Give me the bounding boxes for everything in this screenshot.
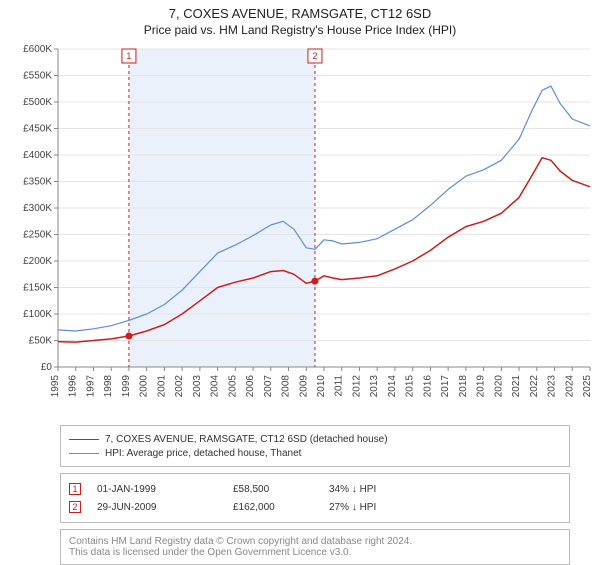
svg-text:£600K: £600K [23, 44, 52, 55]
svg-text:2024: 2024 [564, 375, 575, 398]
svg-text:2011: 2011 [334, 375, 345, 397]
sale-diff: 34% ↓ HPI [329, 484, 419, 495]
svg-text:2012: 2012 [351, 375, 362, 398]
svg-text:1997: 1997 [85, 375, 96, 398]
license-line: This data is licensed under the Open Gov… [69, 547, 561, 558]
svg-text:1999: 1999 [121, 375, 132, 398]
svg-text:1: 1 [126, 51, 131, 61]
price-chart: £0 £50K £100K £150K £200K £250K £300K £350K £400… [0, 39, 600, 419]
svg-text:£400K: £400K [23, 150, 52, 161]
svg-text:£200K: £200K [23, 256, 52, 267]
svg-text:£50K: £50K [29, 336, 53, 347]
svg-text:2006: 2006 [245, 375, 256, 398]
legend-box: 7, COXES AVENUE, RAMSGATE, CT12 6SD (det… [60, 425, 570, 467]
svg-text:2018: 2018 [458, 375, 469, 398]
sale-diff: 27% ↓ HPI [329, 502, 419, 513]
svg-text:2020: 2020 [493, 375, 504, 398]
svg-text:2003: 2003 [192, 375, 203, 398]
sale-date: 01-JAN-1999 [97, 484, 217, 495]
sale-row: 1 01-JAN-1999 £58,500 34% ↓ HPI [69, 480, 561, 498]
page-subtitle: Price paid vs. HM Land Registry's House … [0, 23, 600, 37]
svg-text:2007: 2007 [263, 375, 274, 398]
sales-box: 1 01-JAN-1999 £58,500 34% ↓ HPI 2 29-JUN-2009… [60, 473, 570, 523]
sale-price: £162,000 [233, 502, 313, 513]
sale-marker: 1 [69, 483, 81, 495]
svg-text:2005: 2005 [227, 375, 238, 398]
svg-text:£100K: £100K [23, 309, 52, 320]
page-title: 7, COXES AVENUE, RAMSGATE, CT12 6SD [0, 6, 600, 21]
svg-text:£550K: £550K [23, 71, 52, 82]
svg-text:1996: 1996 [68, 375, 79, 398]
legend-label: 7, COXES AVENUE, RAMSGATE, CT12 6SD (det… [105, 434, 388, 445]
legend-row: 7, COXES AVENUE, RAMSGATE, CT12 6SD (det… [69, 432, 561, 446]
svg-text:2023: 2023 [547, 375, 558, 398]
sale-date: 29-JUN-2009 [97, 502, 217, 513]
legend-swatch [69, 439, 99, 440]
svg-text:2009: 2009 [298, 375, 309, 398]
sale-row: 2 29-JUN-2009 £162,000 27% ↓ HPI [69, 498, 561, 516]
svg-text:2000: 2000 [139, 375, 150, 398]
svg-text:£300K: £300K [23, 203, 52, 214]
svg-text:£350K: £350K [23, 177, 52, 188]
legend-swatch [69, 453, 99, 454]
svg-text:£500K: £500K [23, 97, 52, 108]
svg-text:£450K: £450K [23, 124, 52, 135]
svg-text:£0: £0 [41, 362, 53, 373]
license-line: Contains HM Land Registry data © Crown c… [69, 536, 561, 547]
svg-text:2010: 2010 [316, 375, 327, 398]
svg-text:2014: 2014 [387, 375, 398, 398]
svg-text:2015: 2015 [405, 375, 416, 398]
legend-row: HPI: Average price, detached house, Than… [69, 446, 561, 460]
svg-text:2004: 2004 [210, 375, 221, 398]
svg-text:2: 2 [312, 51, 317, 61]
svg-text:1995: 1995 [50, 375, 61, 398]
svg-text:2019: 2019 [476, 375, 487, 398]
sale-price: £58,500 [233, 484, 313, 495]
svg-text:1998: 1998 [103, 375, 114, 398]
svg-text:2022: 2022 [529, 375, 540, 398]
svg-text:£250K: £250K [23, 230, 52, 241]
svg-text:2001: 2001 [156, 375, 167, 398]
svg-text:2002: 2002 [174, 375, 185, 398]
svg-text:2021: 2021 [511, 375, 522, 398]
svg-text:2017: 2017 [440, 375, 451, 398]
legend-label: HPI: Average price, detached house, Than… [105, 448, 301, 459]
svg-text:2016: 2016 [422, 375, 433, 398]
svg-text:2013: 2013 [369, 375, 380, 398]
svg-text:2025: 2025 [582, 375, 593, 398]
svg-text:2008: 2008 [281, 375, 292, 398]
sale-marker: 2 [69, 501, 81, 513]
svg-text:£150K: £150K [23, 283, 52, 294]
